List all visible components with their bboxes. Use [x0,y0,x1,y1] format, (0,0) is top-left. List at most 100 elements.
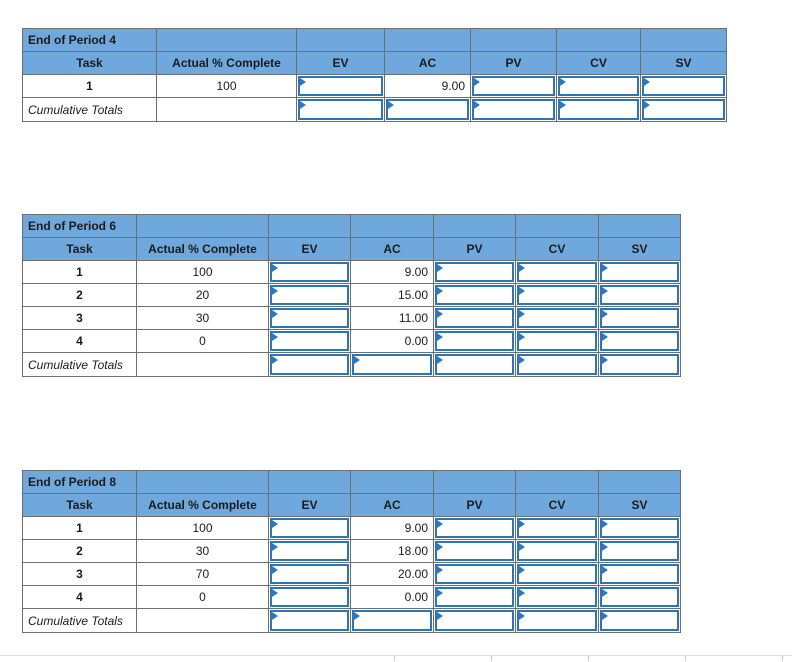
sv-input[interactable] [600,541,679,561]
ev-input[interactable] [270,518,349,538]
ac-total-input[interactable] [352,610,432,631]
ev-input[interactable] [270,308,349,328]
cv-total-input[interactable] [558,99,639,120]
task-row: 1 100 9.00 [22,260,681,284]
actual-pct-cell: 100 [156,74,297,98]
pv-total-input[interactable] [472,99,555,120]
cell-marker-icon [300,101,306,109]
col-header-task: Task [22,51,157,75]
pv-input[interactable] [435,587,514,607]
ev-total-input[interactable] [298,99,383,120]
col-header-actual-pct: Actual % Complete [136,493,269,517]
col-header-pv: PV [433,237,516,261]
ev-input[interactable] [298,76,383,96]
cv-input[interactable] [517,285,597,305]
table-title: End of Period 6 [22,214,137,238]
ev-input[interactable] [270,331,349,351]
cv-input[interactable] [517,308,597,328]
ev-input[interactable] [270,541,349,561]
cumulative-row: Cumulative Totals [22,608,681,633]
cumulative-label-cell: Cumulative Totals [22,352,137,377]
pv-input[interactable] [435,308,514,328]
ev-total-input[interactable] [270,354,349,375]
ev-input[interactable] [270,564,349,584]
cell-marker-icon [437,520,443,528]
cv-input[interactable] [558,76,639,96]
cell-marker-icon [519,520,525,528]
ev-cell [268,306,351,330]
col-header-ev: EV [268,493,351,517]
ev-total-input[interactable] [270,610,349,631]
sv-total-input[interactable] [642,99,725,120]
actual-pct-cell: 0 [136,585,269,609]
sv-cell [598,562,681,586]
ac-total-input[interactable] [352,354,432,375]
header-row: Task Actual % Complete EV AC PV CV SV [22,493,681,517]
cv-input[interactable] [517,541,597,561]
pv-input[interactable] [472,76,555,96]
pv-total-cell [470,97,557,122]
pv-total-input[interactable] [435,610,514,631]
cell-marker-icon [519,264,525,272]
sv-total-input[interactable] [600,354,679,375]
sv-cell [598,283,681,307]
sv-cell [598,585,681,609]
title-row-spacer [598,214,681,238]
cv-total-input[interactable] [517,354,597,375]
cell-marker-icon [437,543,443,551]
sv-input[interactable] [600,331,679,351]
task-cell: 4 [22,329,137,353]
sv-total-cell [598,608,681,633]
title-row-spacer [515,470,599,494]
title-row-spacer [268,214,351,238]
cv-cell [515,306,599,330]
col-header-ev: EV [268,237,351,261]
cell-marker-icon [272,287,278,295]
pv-total-input[interactable] [435,354,514,375]
cv-input[interactable] [517,262,597,282]
sv-input[interactable] [600,308,679,328]
ev-input[interactable] [270,285,349,305]
ac-cell: 9.00 [384,74,471,98]
cv-input[interactable] [517,518,597,538]
cv-input[interactable] [517,587,597,607]
pv-input[interactable] [435,564,514,584]
cv-input[interactable] [517,564,597,584]
pv-input[interactable] [435,518,514,538]
cv-total-input[interactable] [517,610,597,631]
cell-marker-icon [644,78,650,86]
pv-input[interactable] [435,285,514,305]
sv-input[interactable] [600,285,679,305]
sv-total-input[interactable] [600,610,679,631]
cell-marker-icon [272,356,278,364]
empty-cell [136,608,269,633]
cell-marker-icon [354,612,360,620]
pv-input[interactable] [435,541,514,561]
task-row: 2 30 18.00 [22,539,681,563]
cell-marker-icon [354,356,360,364]
ev-input[interactable] [270,587,349,607]
sv-cell [598,516,681,540]
sv-input[interactable] [600,262,679,282]
ac-total-input[interactable] [386,99,469,120]
pv-cell [433,260,516,284]
title-row-spacer [515,214,599,238]
sv-input[interactable] [600,518,679,538]
pv-cell [433,306,516,330]
cv-input[interactable] [517,331,597,351]
col-header-ev: EV [296,51,385,75]
sv-input[interactable] [600,587,679,607]
cv-cell [515,585,599,609]
ac-cell: 0.00 [350,329,434,353]
pv-input[interactable] [435,262,514,282]
sv-input[interactable] [642,76,725,96]
title-row-spacer [136,214,269,238]
bottom-tick [394,656,395,661]
cumulative-label-cell: Cumulative Totals [22,97,157,122]
sv-cell [598,539,681,563]
ev-input[interactable] [270,262,349,282]
sv-input[interactable] [600,564,679,584]
title-row-spacer [350,214,434,238]
pv-input[interactable] [435,331,514,351]
ac-cell: 11.00 [350,306,434,330]
